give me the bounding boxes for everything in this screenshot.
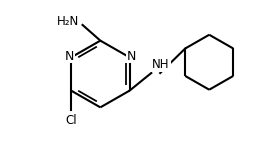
Text: H₂N: H₂N [57,16,80,29]
Text: Cl: Cl [65,114,77,127]
Text: N: N [65,50,74,63]
Text: NH: NH [152,58,170,71]
Text: N: N [127,50,136,63]
